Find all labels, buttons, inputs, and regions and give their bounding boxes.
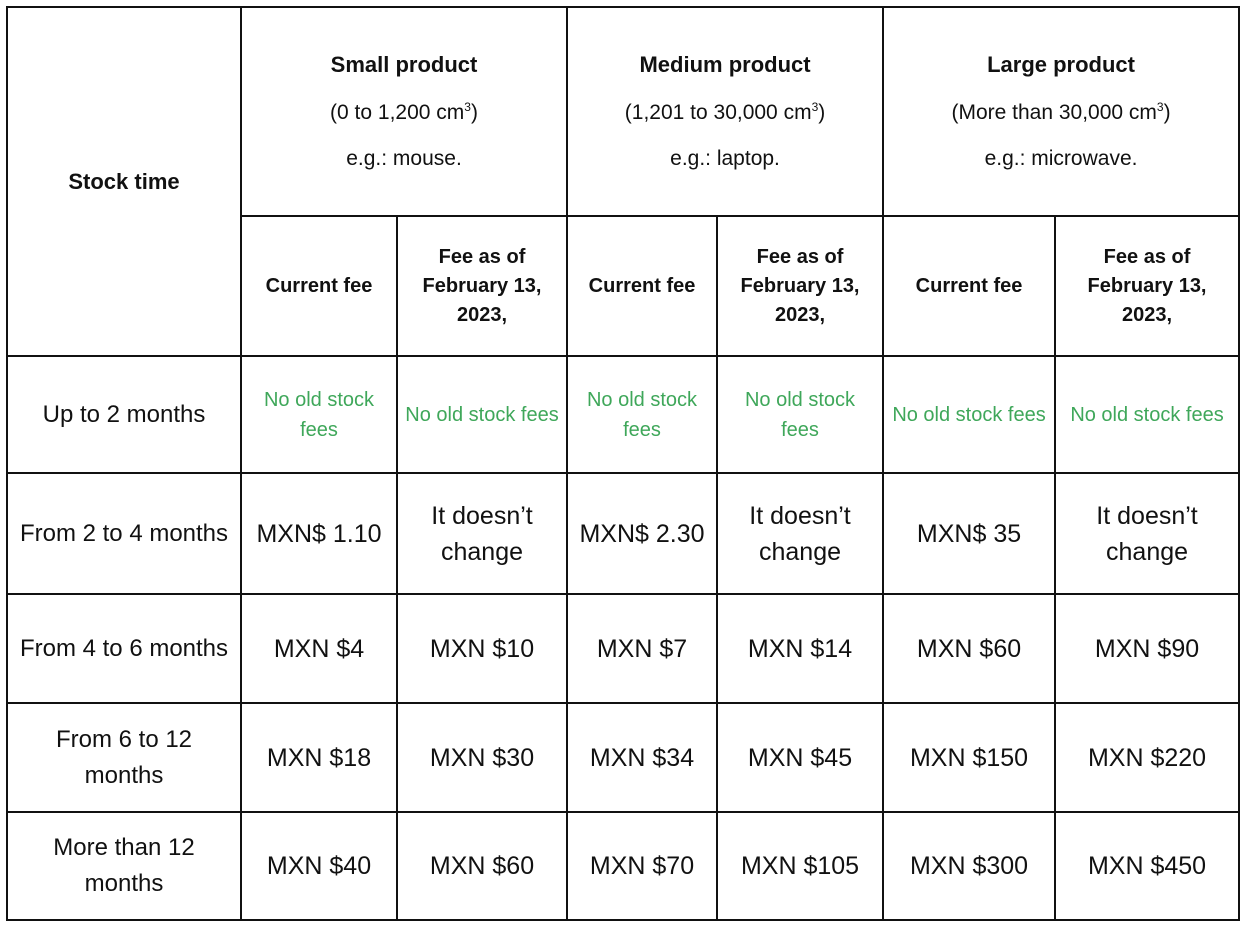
subheader-new-fee: Fee as of February 13, 2023, xyxy=(1054,215,1241,357)
fee-cell: MXN $30 xyxy=(395,702,569,813)
group-example: e.g.: microwave. xyxy=(984,147,1138,170)
fee-cell: MXN $45 xyxy=(716,702,885,813)
fee-cell: MXN $7 xyxy=(566,593,719,704)
group-title: Medium product xyxy=(639,52,811,77)
small-product-header: Small product (0 to 1,200 cm3) e.g.: mou… xyxy=(239,6,569,217)
group-range: (1,201 to 30,000 cm3) xyxy=(624,100,826,124)
table-row: From 6 to 12 months MXN $18 MXN $30 MXN … xyxy=(6,702,1241,813)
row-label: From 4 to 6 months xyxy=(6,593,242,704)
fee-cell: MXN$ 2.30 xyxy=(566,472,719,595)
table-row: From 2 to 4 months MXN$ 1.10 It doesn’t … xyxy=(6,472,1241,595)
table-row: From 4 to 6 months MXN $4 MXN $10 MXN $7… xyxy=(6,593,1241,704)
row-label: From 6 to 12 months xyxy=(6,702,242,813)
stock-time-header: Stock time xyxy=(6,6,242,357)
fee-cell: MXN $220 xyxy=(1054,702,1241,813)
fee-cell: MXN $90 xyxy=(1054,593,1241,704)
fee-cell: MXN $18 xyxy=(240,702,398,813)
row-label: Up to 2 months xyxy=(6,355,242,474)
fee-cell: MXN $105 xyxy=(716,811,885,921)
fee-cell: MXN $60 xyxy=(395,811,569,921)
group-range: (More than 30,000 cm3) xyxy=(951,100,1171,124)
fee-cell: No old stock fees xyxy=(566,355,719,474)
fee-cell: MXN $14 xyxy=(716,593,885,704)
fee-cell: It doesn’t change xyxy=(716,472,885,595)
group-example: e.g.: laptop. xyxy=(670,147,780,170)
fee-cell: MXN $4 xyxy=(240,593,398,704)
medium-product-header: Medium product (1,201 to 30,000 cm3) e.g… xyxy=(566,6,885,217)
subheader-current-fee: Current fee xyxy=(566,215,719,357)
fee-cell: It doesn’t change xyxy=(395,472,569,595)
subheader-current-fee: Current fee xyxy=(882,215,1057,357)
group-range: (0 to 1,200 cm3) xyxy=(330,100,478,124)
stock-fees-table: Stock time Small product (0 to 1,200 cm3… xyxy=(6,6,1241,921)
fee-cell: MXN $70 xyxy=(566,811,719,921)
group-example: e.g.: mouse. xyxy=(346,147,462,170)
row-label: From 2 to 4 months xyxy=(6,472,242,595)
table-row: Up to 2 months No old stock fees No old … xyxy=(6,355,1241,474)
large-product-header: Large product (More than 30,000 cm3) e.g… xyxy=(882,6,1241,217)
subheader-new-fee: Fee as of February 13, 2023, xyxy=(395,215,569,357)
group-title: Large product xyxy=(987,52,1135,77)
group-title: Small product xyxy=(330,52,478,77)
fee-cell: MXN$ 1.10 xyxy=(240,472,398,595)
fee-cell: MXN $450 xyxy=(1054,811,1241,921)
fee-cell: No old stock fees xyxy=(395,355,569,474)
subheader-current-fee: Current fee xyxy=(240,215,398,357)
fee-cell: No old stock fees xyxy=(882,355,1057,474)
fee-cell: It doesn’t change xyxy=(1054,472,1241,595)
table-row: More than 12 months MXN $40 MXN $60 MXN … xyxy=(6,811,1241,921)
fee-cell: MXN $10 xyxy=(395,593,569,704)
fee-cell: MXN $150 xyxy=(882,702,1057,813)
fee-cell: No old stock fees xyxy=(240,355,398,474)
fee-cell: MXN $300 xyxy=(882,811,1057,921)
fee-cell: MXN $60 xyxy=(882,593,1057,704)
subheader-new-fee: Fee as of February 13, 2023, xyxy=(716,215,885,357)
fee-cell: No old stock fees xyxy=(716,355,885,474)
fee-cell: No old stock fees xyxy=(1054,355,1241,474)
fee-cell: MXN $40 xyxy=(240,811,398,921)
fee-cell: MXN$ 35 xyxy=(882,472,1057,595)
fee-cell: MXN $34 xyxy=(566,702,719,813)
row-label: More than 12 months xyxy=(6,811,242,921)
